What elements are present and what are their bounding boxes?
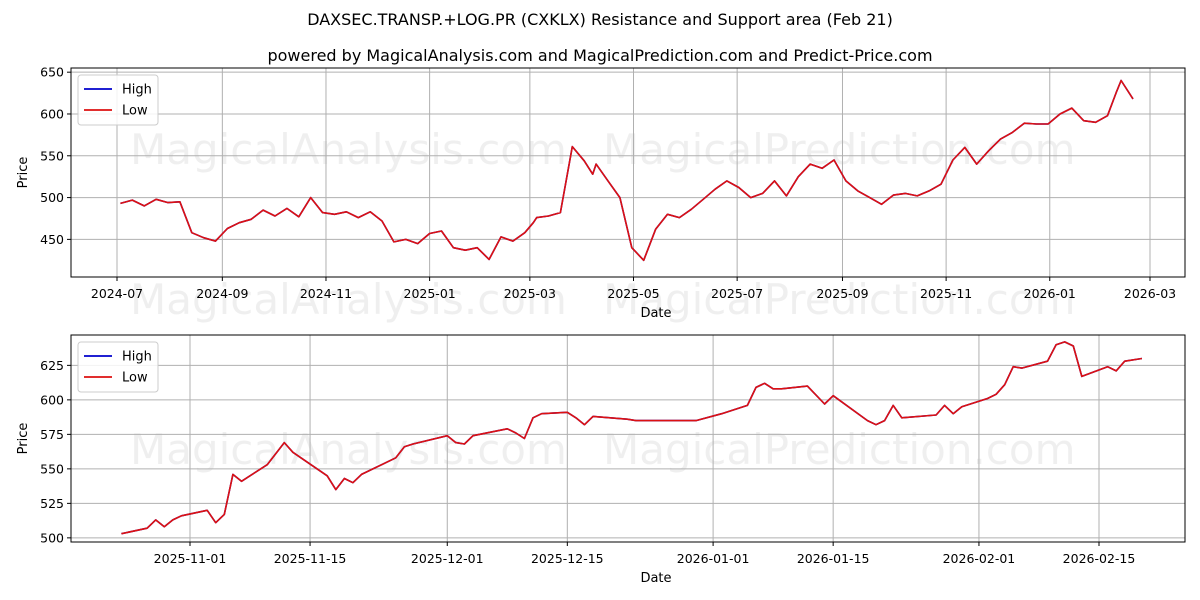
watermark: MagicalAnalysis.com bbox=[130, 425, 567, 474]
legend: High Low bbox=[77, 341, 159, 393]
x-tick-label: 2025-01 bbox=[404, 286, 456, 301]
series-low-line bbox=[120, 79, 1134, 262]
x-tick-label: 2025-11-01 bbox=[154, 551, 227, 566]
legend-low-label: Low bbox=[122, 371, 148, 386]
y-tick-label: 550 bbox=[40, 148, 64, 163]
x-tick-label: 2025-07 bbox=[711, 286, 763, 301]
x-tick-label: 2025-11 bbox=[920, 286, 972, 301]
y-tick-label: 500 bbox=[40, 190, 64, 205]
watermark: MagicalAnalysis.com bbox=[130, 275, 567, 324]
y-tick-label: 600 bbox=[40, 106, 64, 121]
y-tick-label: 550 bbox=[40, 461, 64, 476]
x-tick-label: 2026-03 bbox=[1124, 286, 1176, 301]
legend-high-label: High bbox=[122, 83, 152, 98]
x-tick-label: 2025-11-15 bbox=[274, 551, 347, 566]
chart-title: DAXSEC.TRANSP.+LOG.PR (CXKLX) Resistance… bbox=[307, 10, 893, 29]
axes-frame bbox=[70, 334, 1186, 543]
series-low-line bbox=[121, 341, 1143, 535]
x-tick-label: 2026-01 bbox=[1024, 286, 1076, 301]
x-tick-label: 2024-11 bbox=[300, 286, 352, 301]
y-axis-label: Price bbox=[16, 157, 31, 189]
watermark: MagicalAnalysis.com bbox=[130, 125, 567, 174]
x-tick-label: 2025-12-15 bbox=[531, 551, 604, 566]
legend-low-label: Low bbox=[122, 104, 148, 119]
y-tick-label: 525 bbox=[40, 496, 64, 511]
axes-frame bbox=[70, 67, 1186, 278]
x-tick-label: 2026-01-01 bbox=[677, 551, 750, 566]
chart-subtitle: powered by MagicalAnalysis.com and Magic… bbox=[267, 46, 933, 65]
x-tick-label: 2025-09 bbox=[816, 286, 868, 301]
y-tick-label: 625 bbox=[40, 358, 64, 373]
x-axis-label: Date bbox=[640, 571, 671, 586]
x-tick-label: 2024-09 bbox=[196, 286, 248, 301]
y-tick-label: 650 bbox=[40, 65, 64, 80]
y-tick-label: 600 bbox=[40, 392, 64, 407]
y-axis-label: Price bbox=[16, 423, 31, 455]
x-tick-label: 2026-02-15 bbox=[1063, 551, 1136, 566]
x-tick-label: 2025-03 bbox=[504, 286, 556, 301]
price-chart-full: MagicalAnalysis.com MagicalPrediction.com… bbox=[16, 65, 1186, 324]
price-chart-zoom: MagicalAnalysis.com MagicalPrediction.com… bbox=[16, 334, 1186, 586]
x-tick-label: 2026-02-01 bbox=[943, 551, 1016, 566]
x-tick-label: 2026-01-15 bbox=[797, 551, 870, 566]
watermark: MagicalPrediction.com bbox=[603, 425, 1076, 474]
watermark: MagicalPrediction.com bbox=[603, 125, 1076, 174]
x-tick-label: 2025-05 bbox=[607, 286, 659, 301]
legend: High Low bbox=[77, 74, 159, 126]
watermark: MagicalPrediction.com bbox=[603, 275, 1076, 324]
legend-high-label: High bbox=[122, 350, 152, 365]
y-tick-label: 450 bbox=[40, 232, 64, 247]
x-axis-label: Date bbox=[640, 306, 671, 321]
y-tick-label: 575 bbox=[40, 427, 64, 442]
x-tick-label: 2024-07 bbox=[91, 286, 143, 301]
y-tick-label: 500 bbox=[40, 530, 64, 545]
x-tick-label: 2025-12-01 bbox=[411, 551, 484, 566]
